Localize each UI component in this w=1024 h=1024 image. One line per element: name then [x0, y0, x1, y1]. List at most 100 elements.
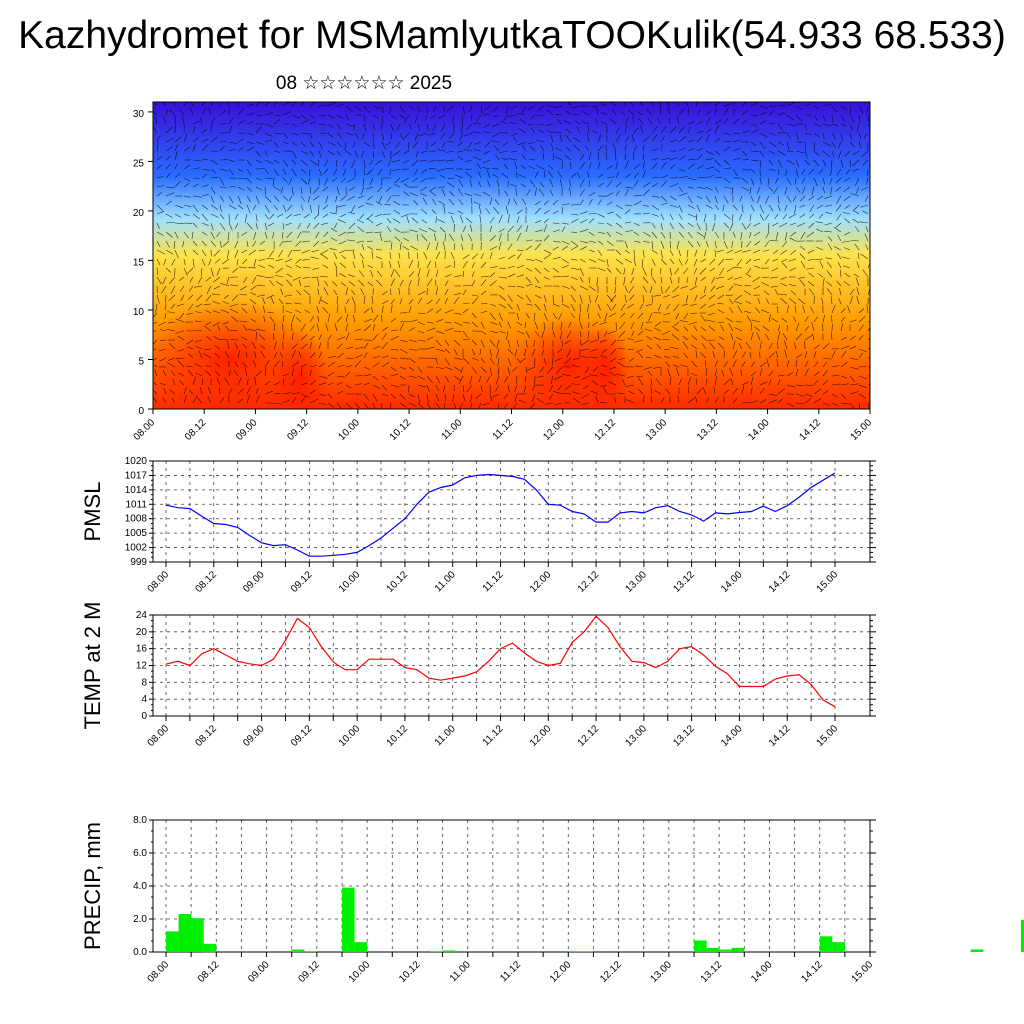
wind-barb — [206, 285, 212, 294]
wind-barb — [507, 384, 510, 393]
wind-barb — [648, 370, 653, 377]
wind-barb — [300, 141, 306, 147]
heatmap-x-tick-label: 13.12 — [695, 417, 721, 443]
wind-barb — [669, 258, 675, 264]
wind-barb — [534, 229, 543, 233]
precip-bar — [970, 949, 984, 952]
wind-barb — [557, 170, 563, 179]
wind-barb — [457, 210, 464, 215]
wind-barb — [246, 386, 251, 395]
wind-barb — [372, 150, 375, 159]
wind-barb — [768, 132, 776, 136]
wind-barb — [366, 217, 374, 224]
wind-barb — [471, 294, 479, 297]
wind-barb — [867, 262, 870, 269]
wind-barb — [273, 141, 279, 148]
wind-barb — [324, 159, 329, 167]
wind-barb — [201, 144, 209, 152]
wind-barb — [336, 352, 344, 359]
wind-barb — [327, 114, 335, 119]
wind-barb — [282, 195, 289, 201]
y-tick-label: 0.0 — [133, 947, 147, 958]
wind-barb — [155, 303, 158, 313]
wind-barb — [651, 276, 657, 284]
wind-barb — [187, 294, 194, 300]
wind-barb — [660, 240, 665, 249]
wind-barb — [853, 273, 860, 278]
wind-barb — [280, 288, 284, 296]
wind-barb — [228, 369, 231, 377]
wind-barb — [234, 342, 239, 350]
wind-barb — [534, 171, 539, 179]
heatmap-x-tick-label: 14.00 — [746, 417, 772, 443]
wind-barb — [562, 374, 572, 377]
wind-barb — [717, 321, 725, 324]
wind-barb — [655, 378, 662, 386]
wind-barb — [489, 339, 496, 347]
wind-barb — [736, 337, 743, 341]
wind-barb — [789, 284, 797, 287]
wind-barb — [793, 342, 797, 350]
wind-barb — [781, 317, 788, 323]
wind-barb — [741, 150, 748, 156]
wind-barb — [192, 120, 201, 125]
wind-barb — [237, 138, 244, 143]
wind-barb — [282, 102, 290, 107]
wind-barb — [342, 159, 347, 167]
wind-barb — [503, 114, 509, 122]
wind-barb — [542, 152, 545, 161]
wind-barb — [403, 159, 410, 164]
wind-barb — [614, 276, 617, 286]
wind-barb — [714, 168, 721, 173]
wind-barb — [705, 128, 712, 134]
wind-barb — [529, 402, 536, 409]
wind-barb — [167, 321, 176, 324]
wind-barb — [336, 390, 344, 395]
wind-barb — [482, 167, 491, 170]
wind-barb — [560, 321, 563, 331]
wind-barb — [260, 344, 266, 350]
wind-barb — [660, 249, 663, 259]
wind-barb — [606, 192, 614, 197]
wind-barb — [210, 159, 219, 165]
wind-barb — [366, 213, 374, 221]
wind-barb — [511, 366, 518, 372]
wind-barb — [462, 284, 472, 287]
heatmap-warm-cores — [153, 300, 630, 409]
wind-barb — [627, 348, 635, 350]
wind-barb — [354, 132, 360, 140]
wind-barb — [177, 372, 185, 377]
wind-barb — [549, 384, 554, 393]
wind-barb — [597, 249, 603, 256]
wind-barb — [528, 158, 536, 161]
wind-barb — [569, 187, 572, 197]
wind-barb — [789, 267, 797, 272]
wind-barb — [403, 150, 410, 154]
wind-barb — [782, 262, 788, 269]
wind-barb — [624, 258, 632, 263]
wind-barb — [162, 370, 167, 377]
wind-barb — [611, 108, 617, 116]
wind-barb — [780, 249, 788, 255]
x-tick-label: 14.12 — [767, 569, 793, 595]
wind-barb — [363, 105, 370, 114]
wind-barb — [453, 296, 460, 305]
wind-barb — [543, 218, 549, 224]
wind-barb — [723, 140, 732, 143]
wind-barb — [544, 402, 554, 405]
wind-barb — [291, 168, 297, 177]
wind-barb — [399, 241, 402, 251]
wind-barb — [570, 213, 579, 216]
wind-barb — [669, 183, 679, 188]
wind-barb — [462, 338, 471, 341]
wind-barb — [660, 222, 663, 231]
wind-barb — [733, 266, 743, 269]
wind-barb — [561, 207, 563, 215]
wind-barb — [552, 330, 556, 338]
wind-barb — [510, 105, 518, 109]
wind-barb — [759, 204, 764, 214]
wind-barb — [723, 195, 729, 204]
wind-barb — [376, 279, 383, 287]
wind-barb — [624, 173, 632, 179]
wind-barb — [534, 187, 537, 197]
